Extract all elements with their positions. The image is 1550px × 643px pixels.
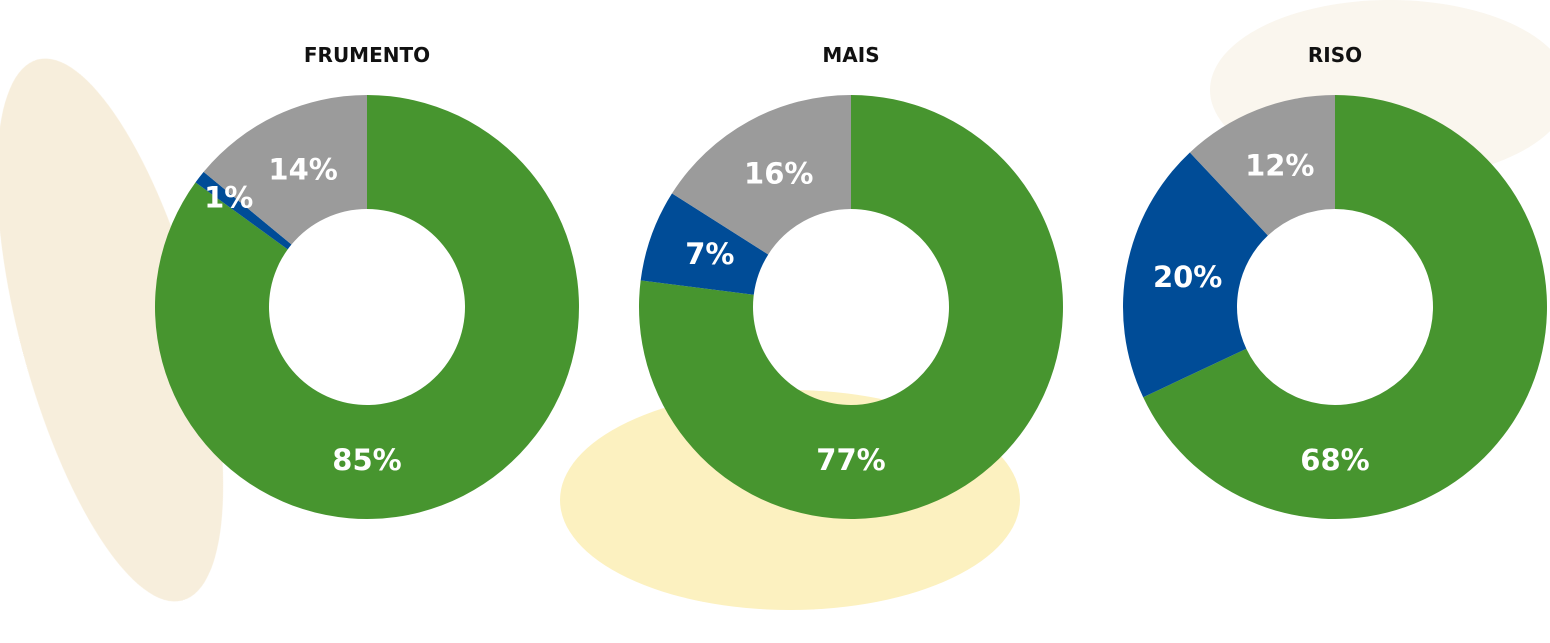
donut-slice bbox=[203, 95, 367, 245]
data-label: 20% bbox=[1153, 260, 1222, 294]
data-label: 7% bbox=[685, 237, 734, 271]
data-label: 12% bbox=[1245, 149, 1314, 183]
data-label: 1% bbox=[204, 181, 253, 215]
donut-slice bbox=[155, 95, 579, 519]
data-label: 68% bbox=[1300, 443, 1369, 477]
donut-slice bbox=[1123, 152, 1268, 398]
chart-title: RISO bbox=[1308, 43, 1362, 67]
chart-title: FRUMENTO bbox=[304, 43, 430, 67]
data-label: 85% bbox=[332, 443, 401, 477]
data-label: 14% bbox=[268, 152, 337, 186]
donut-slice bbox=[1189, 95, 1335, 236]
donut-slice bbox=[672, 95, 851, 255]
chart-title: MAIS bbox=[822, 43, 879, 67]
donut-slice bbox=[195, 171, 292, 250]
data-label: 16% bbox=[744, 157, 813, 191]
donut-slice bbox=[640, 193, 769, 295]
donut-slice bbox=[1143, 95, 1547, 519]
donut-slice bbox=[639, 95, 1064, 519]
data-label: 77% bbox=[816, 443, 885, 477]
